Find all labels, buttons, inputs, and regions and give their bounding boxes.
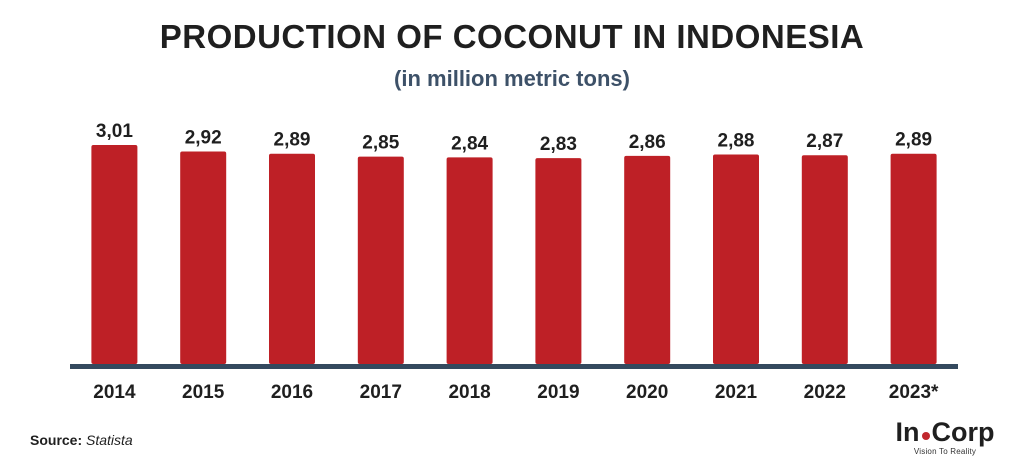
bar-2017: [357, 156, 404, 364]
incorp-logo: In Corp Vision To Reality: [890, 418, 1000, 456]
bar-2021: [713, 154, 759, 364]
data-label-2014: 3,01: [96, 121, 133, 142]
bar-2022: [801, 155, 848, 364]
x-tick-label-2015: 2015: [182, 382, 225, 403]
logo-tagline: Vision To Reality: [913, 447, 977, 456]
bar-2019: [535, 158, 582, 364]
data-label-2015: 2,92: [185, 128, 222, 149]
chart-subtitle: (in million metric tons): [394, 66, 630, 91]
x-axis-line: [70, 364, 958, 369]
bar-2015: [180, 151, 227, 364]
source-note: Source: Statista: [30, 432, 133, 448]
x-tick-label-2017: 2017: [360, 382, 402, 403]
x-tick-label-2016: 2016: [271, 382, 313, 403]
data-label-2017: 2,85: [362, 133, 399, 154]
x-tick-label-2014: 2014: [93, 382, 136, 403]
source-label: Source:: [30, 432, 83, 448]
x-tick-label-2023: 2023*: [889, 382, 939, 403]
x-tick-label-2018: 2018: [448, 382, 490, 403]
data-label-2019: 2,83: [540, 134, 577, 155]
bar-2023: [890, 153, 937, 364]
x-tick-label-2022: 2022: [804, 382, 846, 403]
data-label-2020: 2,86: [629, 132, 666, 153]
bar-2016: [269, 153, 315, 364]
logo-text-right: Corp: [931, 417, 995, 447]
data-label-2022: 2,87: [806, 131, 843, 152]
source-value: Statista: [86, 432, 133, 448]
chart-title: PRODUCTION OF COCONUT IN INDONESIA: [159, 18, 865, 55]
bar-2020: [624, 155, 671, 364]
data-label-2023: 2,89: [895, 130, 932, 151]
x-tick-label-2020: 2020: [626, 382, 668, 403]
data-label-2018: 2,84: [451, 133, 488, 154]
logo-text-left: In: [895, 417, 920, 447]
x-tick-label-2021: 2021: [715, 382, 758, 403]
data-label-2021: 2,88: [718, 131, 755, 152]
bar-2014: [91, 145, 138, 364]
data-label-2016: 2,89: [274, 130, 311, 151]
bar-2018: [446, 157, 493, 364]
x-tick-label-2019: 2019: [537, 382, 579, 403]
logo-dot-icon: [921, 432, 930, 440]
